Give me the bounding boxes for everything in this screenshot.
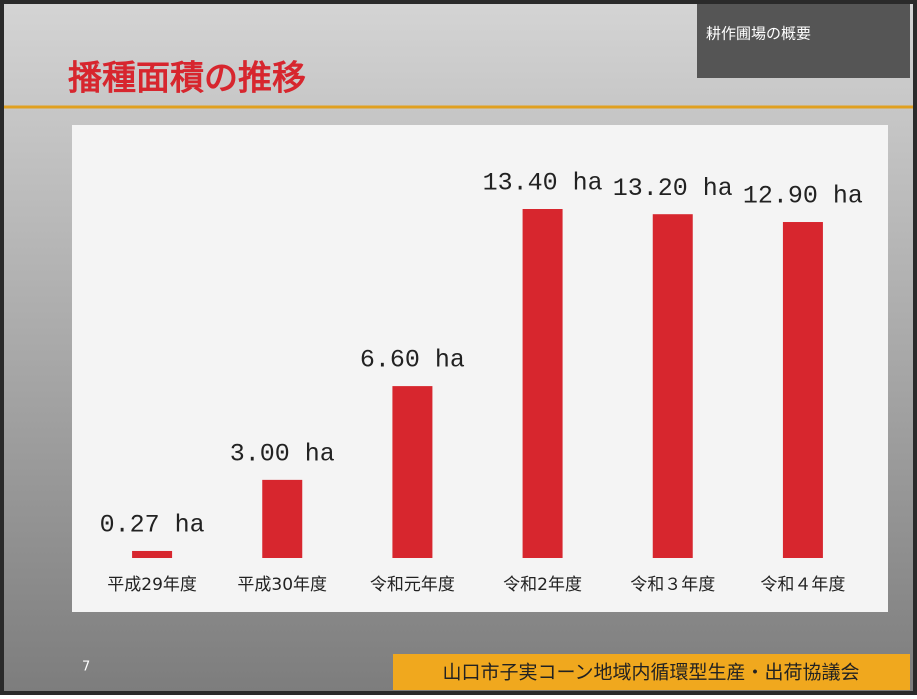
x-tick-label: 令和４年度 <box>760 575 845 595</box>
bar <box>132 551 172 558</box>
chart-title: 播種面積の推移 <box>68 59 306 99</box>
value-label: 3.00 ha <box>230 439 335 468</box>
section-label: 耕作圃場の概要 <box>706 25 811 43</box>
bar <box>262 480 302 558</box>
value-label: 0.27 ha <box>100 511 205 540</box>
bar <box>523 209 563 558</box>
bar <box>783 222 823 558</box>
x-tick-label: 令和元年度 <box>370 575 455 595</box>
page-number: 7 <box>82 660 90 675</box>
value-label: 13.40 ha <box>483 169 603 198</box>
x-tick-label: 令和３年度 <box>630 575 715 595</box>
value-label: 13.20 ha <box>613 174 733 203</box>
x-tick-label: 平成29年度 <box>107 575 197 595</box>
slide: 耕作圃場の概要 播種面積の推移 0.27 ha 平成29年度 3.00 ha 平成30… <box>0 0 917 695</box>
bar <box>392 386 432 558</box>
page: {"chart_data": {"type": "bar", "title": … <box>0 0 917 695</box>
footer-text: 山口市子実コーン地域内循環型生産・出荷協議会 <box>442 662 859 684</box>
x-tick-label: 平成30年度 <box>237 575 327 595</box>
value-label: 12.90 ha <box>743 182 863 211</box>
bar <box>653 214 693 558</box>
value-label: 6.60 ha <box>360 346 465 375</box>
x-tick-label: 令和2年度 <box>503 575 582 595</box>
